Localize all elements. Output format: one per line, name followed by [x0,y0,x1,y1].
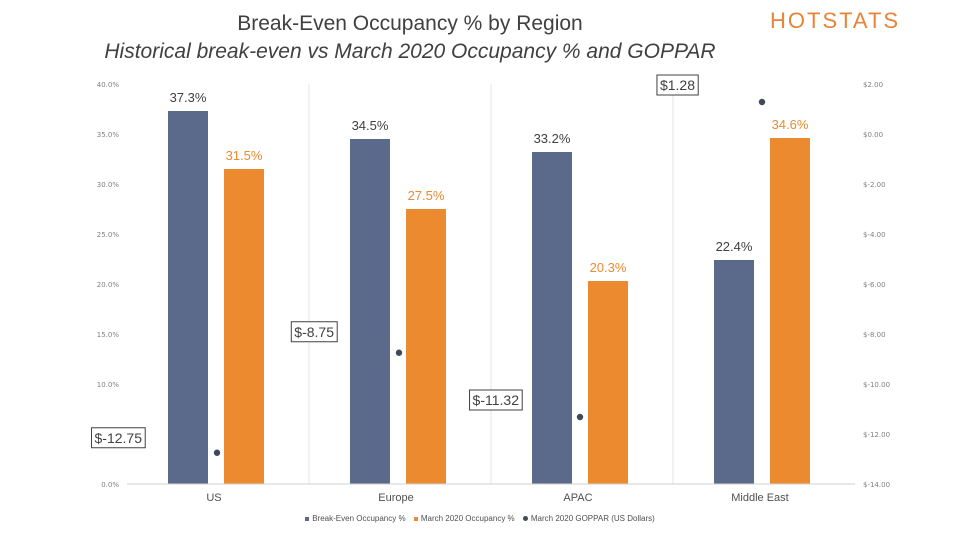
category-label: Europe [378,492,413,504]
y-right-tick-label: $0.00 [863,131,883,139]
chart-subtitle: Historical break-even vs March 2020 Occu… [104,40,716,63]
category-label: US [206,492,221,504]
bar-march [588,281,628,484]
y-right-tick-label: $-4.00 [863,231,886,239]
data-label-breakeven: 22.4% [716,239,753,254]
bar-march [770,138,810,484]
hotstats-logo: HOTSTATS [770,8,901,33]
data-label-breakeven: 34.5% [352,118,389,133]
data-label-march: 34.6% [772,117,809,132]
legend-item-goppar: March 2020 GOPPAR (US Dollars) [522,514,655,523]
category-label: APAC [563,492,592,504]
y-left-tick-label: 40.0% [97,81,120,89]
y-right-tick-label: $-8.00 [863,331,886,339]
goppar-label-group: $1.28 [656,74,699,96]
legend-swatch-march [413,516,418,521]
y-left-tick-label: 25.0% [97,231,120,239]
goppar-label: $-12.75 [95,430,143,446]
y-left-tick-label: 10.0% [97,381,120,389]
goppar-label-box [91,427,146,449]
goppar-label-group: $-12.75 [91,427,146,449]
y-right-tick-label: $-2.00 [863,181,886,189]
goppar-label: $1.28 [660,77,695,93]
y-left-tick-label: 15.0% [97,331,120,339]
y-left-tick-label: 30.0% [97,181,120,189]
goppar-label-box [290,321,338,343]
legend-label-march: March 2020 Occupancy % [420,514,515,523]
y-left-tick-label: 35.0% [97,131,120,139]
goppar-point [395,349,403,356]
bar-breakeven [714,260,754,484]
y-right-tick-label: $-6.00 [863,281,886,289]
goppar-label-group: $-11.32 [469,389,523,411]
bar-march [406,209,446,484]
data-label-breakeven: 37.3% [170,90,207,105]
legend-swatch-goppar [522,516,528,522]
legend-label-breakeven: Break-Even Occupancy % [312,514,406,523]
goppar-label-box [469,389,523,411]
y-right-tick-label: $-12.00 [863,431,890,439]
goppar-label-group: $-8.75 [290,321,338,343]
goppar-point [213,449,221,456]
goppar-point [758,98,766,106]
legend-item-breakeven: Break-Even Occupancy % [305,514,406,523]
goppar-label: $-11.32 [473,392,520,408]
chart-title: Break-Even Occupancy % by Region [237,12,583,35]
data-label-march: 27.5% [408,188,445,203]
data-label-march: 31.5% [226,148,263,163]
legend-item-march: March 2020 Occupancy % [413,514,515,523]
bar-breakeven [532,152,572,484]
legend-swatch-breakeven [305,516,310,521]
goppar-label: $-8.75 [294,324,334,340]
goppar-label-box [656,74,699,96]
y-left-tick-label: 20.0% [97,281,120,289]
chart-legend: Break-Even Occupancy % March 2020 Occupa… [0,514,960,523]
y-right-tick-label: $-10.00 [863,381,890,389]
goppar-point [576,413,584,421]
y-left-tick-label: 0.0% [101,481,119,489]
data-label-march: 20.3% [590,260,627,275]
bar-breakeven [350,139,390,484]
legend-label-goppar: March 2020 GOPPAR (US Dollars) [530,514,655,523]
category-label: Middle East [731,492,788,504]
y-right-tick-label: $2.00 [863,81,883,89]
bar-breakeven [168,111,208,484]
bar-march [224,169,264,484]
y-right-tick-label: $-14.00 [863,481,890,489]
data-label-breakeven: 33.2% [534,131,571,146]
